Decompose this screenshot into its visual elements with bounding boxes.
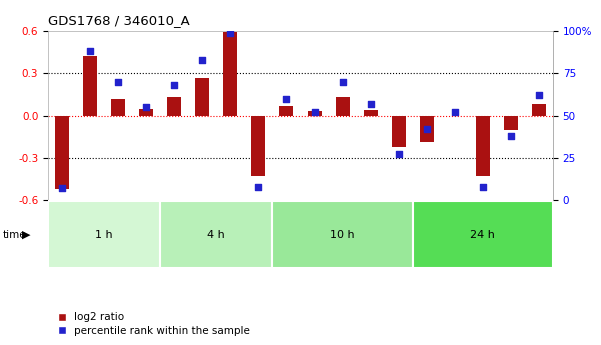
Text: 24 h: 24 h: [471, 230, 495, 239]
Bar: [111, 99, 125, 116]
Bar: [532, 104, 546, 116]
Point: [57, 186, 67, 191]
Point: [141, 104, 151, 110]
Text: GDS1768 / 346010_A: GDS1768 / 346010_A: [48, 14, 190, 27]
Bar: [335, 97, 350, 116]
FancyBboxPatch shape: [272, 201, 413, 268]
Bar: [279, 106, 293, 116]
Text: 10 h: 10 h: [331, 230, 355, 239]
Bar: [419, 116, 434, 142]
Bar: [504, 116, 518, 130]
Point: [422, 126, 432, 132]
Bar: [308, 111, 322, 116]
Point: [254, 184, 263, 189]
FancyBboxPatch shape: [48, 201, 160, 268]
Legend: log2 ratio, percentile rank within the sample: log2 ratio, percentile rank within the s…: [53, 308, 254, 340]
Point: [478, 184, 487, 189]
Point: [85, 49, 95, 54]
Point: [534, 92, 544, 98]
Point: [114, 79, 123, 85]
FancyBboxPatch shape: [413, 201, 553, 268]
Text: ▶: ▶: [22, 230, 31, 239]
Point: [394, 152, 403, 157]
Point: [225, 30, 235, 36]
Bar: [83, 56, 97, 116]
Text: time: time: [3, 230, 26, 239]
Bar: [55, 116, 69, 189]
Text: 1 h: 1 h: [96, 230, 113, 239]
Bar: [195, 78, 209, 116]
Point: [169, 82, 179, 88]
Point: [506, 133, 516, 139]
Bar: [251, 116, 266, 176]
Point: [282, 96, 291, 101]
Point: [338, 79, 347, 85]
Bar: [476, 116, 490, 176]
Bar: [167, 97, 182, 116]
Bar: [392, 116, 406, 147]
Bar: [224, 32, 237, 116]
Text: 4 h: 4 h: [207, 230, 225, 239]
Point: [450, 109, 460, 115]
FancyBboxPatch shape: [160, 201, 272, 268]
Bar: [364, 110, 377, 116]
Bar: [139, 109, 153, 116]
Point: [366, 101, 376, 107]
Point: [310, 109, 319, 115]
Point: [198, 57, 207, 62]
